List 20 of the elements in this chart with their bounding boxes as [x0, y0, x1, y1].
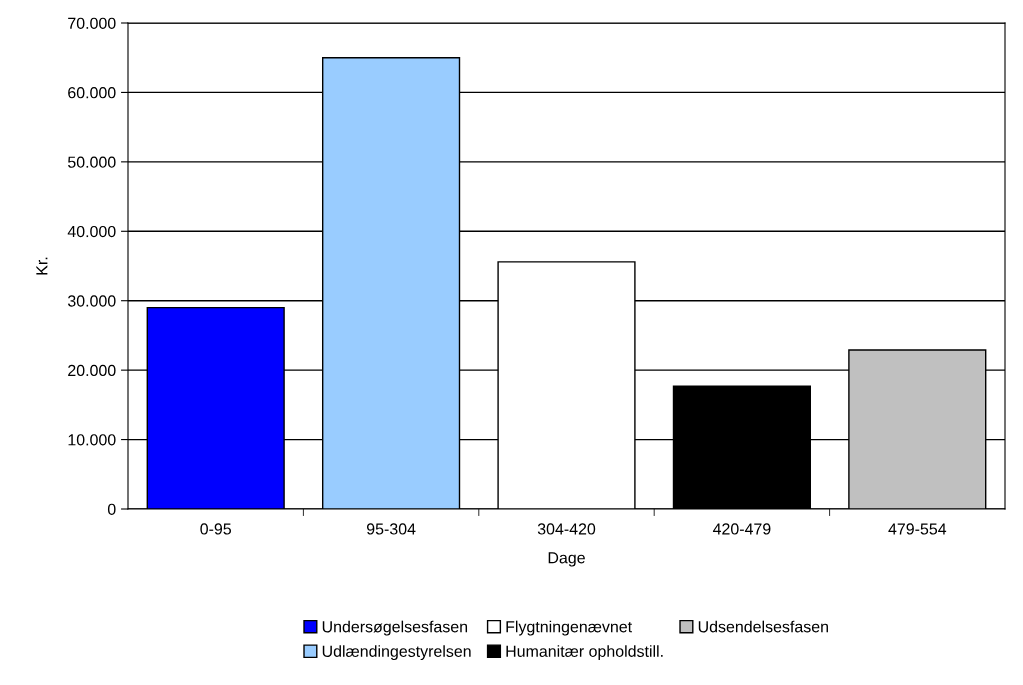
legend-label: Flygtningenævnet — [506, 620, 632, 636]
x-tick-label: 420-479 — [712, 523, 771, 535]
y-tick-label: 70.000 — [68, 17, 116, 29]
y-tick-label: 20.000 — [68, 364, 116, 377]
y-axis-title: Kr. — [36, 257, 48, 275]
y-tick-label: 40.000 — [67, 225, 116, 238]
y-tick-label: 10.000 — [68, 434, 116, 446]
legend-label: Udlændingestyrelsen — [322, 645, 471, 661]
legend-label: Humanitær opholdstill. — [506, 645, 663, 661]
legend-label: Undersøgelsesfasen — [322, 620, 468, 636]
x-axis-title: Dage — [548, 552, 585, 567]
x-tick-label: 479-554 — [888, 523, 947, 535]
y-tick-label: 50.000 — [67, 156, 116, 168]
y-tick-label: 30.000 — [67, 295, 116, 307]
y-tick-label: 0 — [107, 503, 116, 515]
legend-label: Udsendelsesfasen — [698, 620, 828, 633]
x-tick-label: 304-420 — [537, 523, 596, 535]
x-tick-label: 95-304 — [366, 523, 416, 535]
x-tick-label: 0-95 — [200, 523, 232, 535]
y-tick-label: 60.000 — [68, 87, 116, 99]
